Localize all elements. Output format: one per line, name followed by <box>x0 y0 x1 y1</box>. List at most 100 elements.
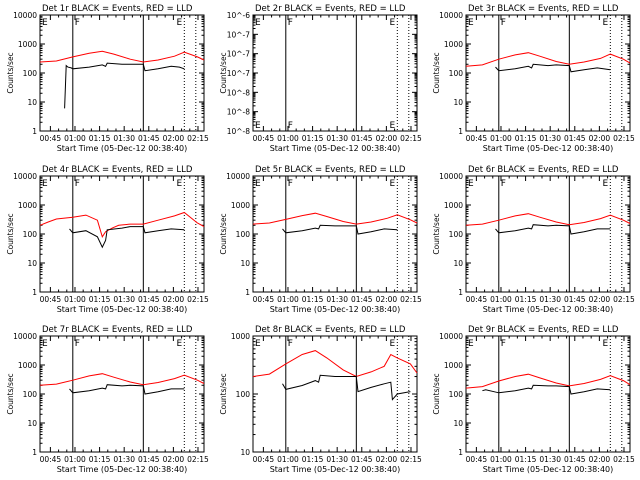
y-tick-label: 10 <box>27 419 37 428</box>
flag-label-bottom: F <box>288 121 293 131</box>
x-tick-label: 01:45 <box>138 455 160 464</box>
chart-title: Det 8r BLACK = Events, RED = LLD <box>255 325 406 335</box>
x-tick-label: 02:15 <box>613 455 635 464</box>
flag-label-top: E <box>389 18 395 28</box>
flag-label-top: E <box>255 339 261 349</box>
x-tick-label: 01:45 <box>564 455 586 464</box>
y-axis-label: Counts/sec <box>432 373 441 414</box>
x-tick-label: 01:15 <box>302 295 324 304</box>
x-tick-label: 00:45 <box>40 295 62 304</box>
flag-label-top: E <box>389 179 395 189</box>
y-tick-label: 10 <box>453 259 463 268</box>
x-tick-label: 01:30 <box>113 295 135 304</box>
x-tick-label: 02:00 <box>163 295 185 304</box>
chart-panel-4: Det 4r BLACK = Events, RED = LLD 1 10 100 10… <box>6 165 209 314</box>
x-tick-label: 00:45 <box>40 455 62 464</box>
y-tick-label: 10^-7 <box>227 50 251 59</box>
chart-title: Det 4r BLACK = Events, RED = LLD <box>42 165 193 175</box>
plot-frame <box>465 14 631 132</box>
flag-label-top: E <box>42 18 48 28</box>
x-tick-label: 01:45 <box>564 134 586 143</box>
x-tick-label: 02:15 <box>613 134 635 143</box>
events-series-line <box>495 224 611 235</box>
y-tick-label: 10000 <box>226 172 250 181</box>
y-axis-label: Counts/sec <box>6 213 15 254</box>
x-tick-label: 01:00 <box>64 455 86 464</box>
x-tick-label: 01:45 <box>138 295 160 304</box>
x-tick-label: 01:15 <box>515 134 537 143</box>
flag-label-top: F <box>501 179 506 189</box>
y-axis-label: Counts/sec <box>432 52 441 93</box>
y-tick-label: 100 <box>236 230 251 239</box>
plot-frame <box>252 335 418 453</box>
flag-label-top: E <box>42 339 48 349</box>
y-tick-label: 10000 <box>13 11 37 20</box>
chart-title: Det 9r BLACK = Events, RED = LLD <box>468 325 619 335</box>
flag-label-top: E <box>602 179 608 189</box>
events-series-line <box>69 384 185 395</box>
y-tick-label: 1000 <box>18 40 37 49</box>
x-tick-label: 00:45 <box>40 134 62 143</box>
y-tick-label: 10 <box>27 98 37 107</box>
x-tick-label: 02:00 <box>589 455 611 464</box>
x-tick-label: 01:45 <box>351 295 373 304</box>
y-tick-label: 100 <box>23 230 38 239</box>
x-axis-label: Start Time (05-Dec-12 00:38:40) <box>270 144 401 153</box>
y-tick-label: 100 <box>449 390 464 399</box>
y-tick-label: 10 <box>27 259 37 268</box>
y-tick-label: 1000 <box>18 361 37 370</box>
lld-series-line <box>39 373 205 386</box>
y-tick-label: 100 <box>449 230 464 239</box>
x-tick-label: 01:00 <box>277 134 299 143</box>
events-series-line <box>482 384 611 395</box>
x-tick-label: 01:00 <box>64 134 86 143</box>
events-series-line <box>282 374 411 401</box>
y-axis-label: Counts/sec <box>432 213 441 254</box>
y-tick-label: 10000 <box>13 332 37 341</box>
x-tick-label: 01:00 <box>490 455 512 464</box>
y-tick-label: 1000 <box>231 201 250 210</box>
lld-series-line <box>39 50 205 63</box>
x-tick-label: 02:15 <box>187 134 209 143</box>
x-tick-label: 00:45 <box>466 134 488 143</box>
chart-panel-7: Det 7r BLACK = Events, RED = LLD 1 10 100 10… <box>6 325 209 474</box>
y-tick-label: 1 <box>458 448 463 457</box>
flag-label-top: F <box>75 339 80 349</box>
x-tick-label: 01:30 <box>539 134 561 143</box>
lld-series-line <box>252 350 418 378</box>
x-tick-label: 01:30 <box>113 134 135 143</box>
lld-series-line <box>465 213 631 226</box>
flag-label-top: F <box>288 18 293 28</box>
y-tick-label: 100 <box>449 69 464 78</box>
x-tick-label: 02:15 <box>187 295 209 304</box>
x-axis-label: Start Time (05-Dec-12 00:38:40) <box>483 144 614 153</box>
flag-label-top: E <box>468 18 474 28</box>
y-axis-label: Counts/sec <box>219 213 228 254</box>
y-tick-label: 1000 <box>444 40 463 49</box>
x-tick-label: 01:15 <box>89 295 111 304</box>
chart-panel-5: Det 5r BLACK = Events, RED = LLD 1 10 100 10… <box>219 165 422 314</box>
y-tick-label: 10^-8 <box>227 88 251 97</box>
x-axis-label: Start Time (05-Dec-12 00:38:40) <box>57 305 188 314</box>
x-tick-label: 02:00 <box>589 134 611 143</box>
flag-label-top: E <box>176 339 182 349</box>
x-tick-label: 02:15 <box>400 134 422 143</box>
x-tick-label: 02:00 <box>376 134 398 143</box>
x-tick-label: 01:00 <box>490 134 512 143</box>
x-tick-label: 01:15 <box>515 455 537 464</box>
x-tick-label: 00:45 <box>253 295 275 304</box>
flag-label-bottom: E <box>389 121 395 131</box>
y-tick-label: 100 <box>23 69 38 78</box>
flag-label-top: E <box>389 339 395 349</box>
x-tick-label: 01:15 <box>302 134 324 143</box>
x-tick-label: 01:30 <box>539 295 561 304</box>
x-tick-label: 02:00 <box>163 455 185 464</box>
x-tick-label: 00:45 <box>466 295 488 304</box>
flag-label-bottom: E <box>255 121 261 131</box>
flag-label-top: E <box>468 179 474 189</box>
y-tick-label: 10000 <box>439 172 463 181</box>
x-tick-label: 01:45 <box>138 134 160 143</box>
x-tick-label: 01:15 <box>89 134 111 143</box>
lld-series-line <box>39 211 205 238</box>
x-tick-label: 01:30 <box>326 134 348 143</box>
